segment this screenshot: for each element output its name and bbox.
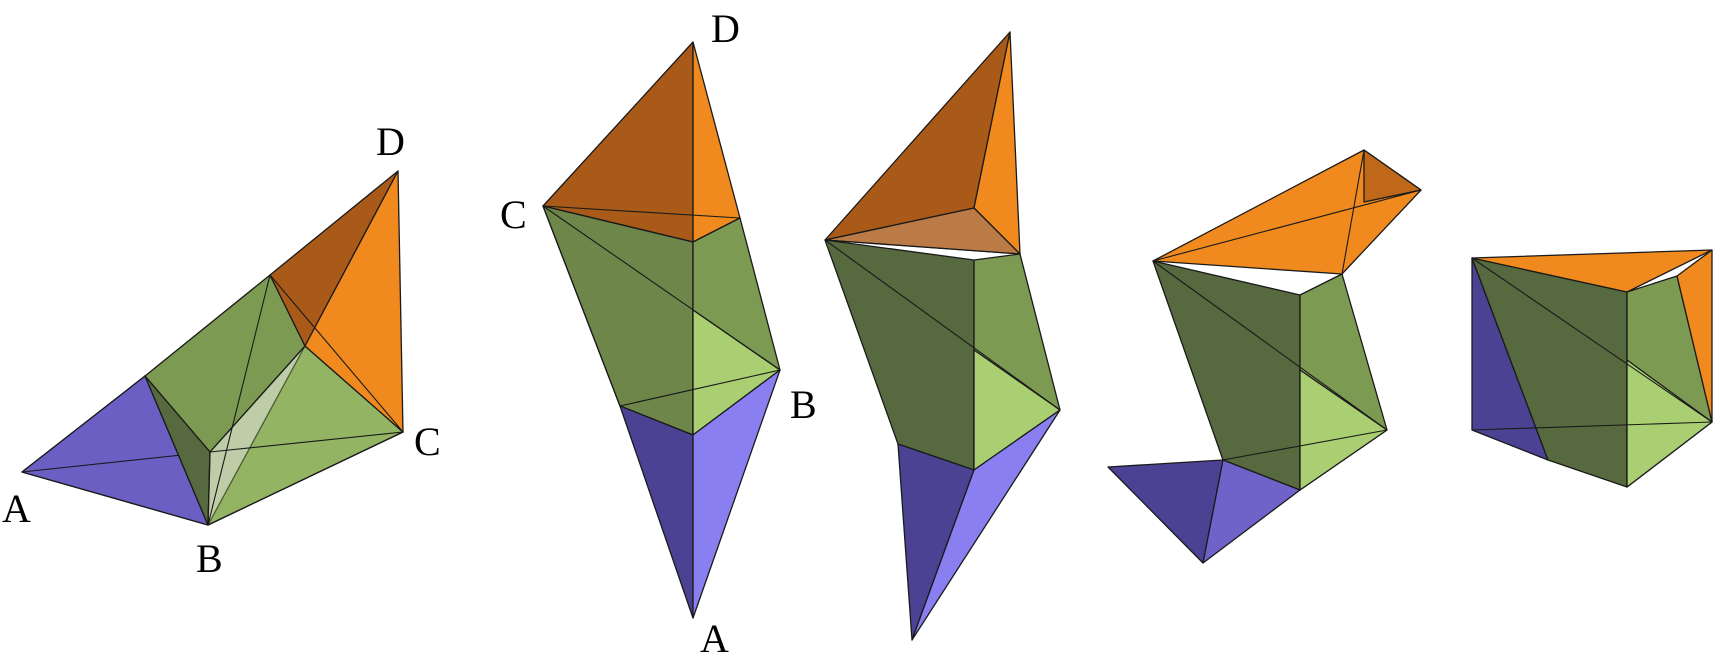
fig1-green-edge-diag [207, 274, 271, 526]
fig5-orange-face-top [1471, 249, 1713, 293]
fig4-orange-face-right [1363, 149, 1422, 203]
fig4-green-edge-diag [1152, 260, 1388, 431]
figure-1: A B C D [2, 119, 441, 581]
fig4-purple-face-right [1202, 459, 1301, 564]
fig1-label-C: C [414, 419, 441, 464]
fig2-purple-face-left [619, 405, 694, 619]
figure-4 [1107, 149, 1422, 564]
fig5-orange-face-right [1676, 249, 1713, 423]
fig4-orange-edge-1 [1341, 149, 1365, 275]
fig1-label-B: B [196, 536, 223, 581]
fig1-green-edge-base [209, 431, 404, 453]
fig2-green-face-back [542, 205, 694, 436]
fig2-green-edge-diag [542, 205, 781, 371]
fig5-green-edge-diag [1471, 257, 1713, 423]
fig2-label-A: A [700, 616, 729, 661]
fig1-label-D: D [376, 119, 405, 164]
fig2-label-C: C [500, 192, 527, 237]
fig1-label-A: A [2, 486, 31, 531]
fig4-green-face-left [1152, 260, 1301, 491]
fig2-green-edge-ring [619, 369, 781, 407]
fig5-green-edge-bottom [1471, 421, 1713, 431]
fig3-green-face-left [824, 239, 975, 471]
fig4-green-face-light [1299, 369, 1388, 491]
fig3-green-edge-diag [824, 239, 1061, 411]
fig2-orange-face-right [692, 41, 741, 243]
fig2-label-D: D [711, 6, 740, 51]
fig4-green-edge-ring [1222, 429, 1388, 461]
fig1-orange-inner-edge [269, 274, 404, 433]
fig4-orange-edge-2 [1152, 189, 1422, 262]
fig2-orange-edge-base [542, 205, 741, 219]
fig1-orange-face-front [304, 170, 404, 433]
fig3-green-edge-top [824, 239, 1021, 255]
fig2-purple-face-right [692, 369, 781, 619]
figure-2: A B C D [500, 6, 817, 661]
figure-5 [1471, 249, 1713, 488]
figure-3 [824, 31, 1061, 641]
fig2-label-B: B [790, 382, 817, 427]
fig3-purple-face-right [911, 409, 1061, 641]
